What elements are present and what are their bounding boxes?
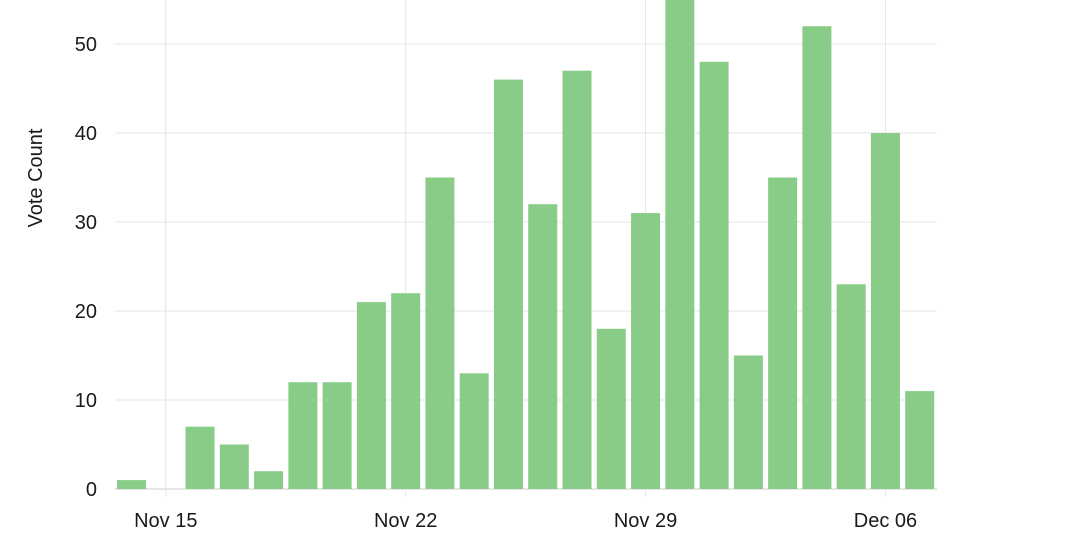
bar (836, 284, 866, 489)
y-tick-label: 10 (75, 390, 97, 412)
bar (528, 204, 558, 489)
y-axis-title: Vote Count (25, 128, 47, 227)
bar (665, 0, 695, 489)
bar (219, 444, 249, 489)
y-tick-label: 40 (75, 123, 97, 145)
bar (391, 293, 421, 489)
bar (870, 133, 900, 489)
bar (459, 373, 489, 489)
bar (356, 302, 386, 489)
bar (288, 382, 318, 489)
x-axis-ticks: Nov 15 Nov 22 Nov 29 Dec 06 (134, 510, 917, 532)
y-tick-label: 30 (75, 212, 97, 234)
bar (254, 471, 284, 489)
bar (802, 26, 832, 489)
bar (425, 177, 455, 489)
bar (905, 391, 935, 489)
bar (596, 328, 626, 489)
x-tick-label: Dec 06 (854, 510, 917, 532)
bar (185, 426, 215, 489)
y-tick-label: 50 (75, 34, 97, 56)
bars (117, 0, 935, 490)
bar (733, 355, 763, 489)
bar (699, 61, 729, 490)
bar (493, 79, 523, 489)
y-tick-label: 0 (86, 479, 97, 501)
bar (562, 70, 592, 489)
bar (631, 213, 661, 489)
x-tick-label: Nov 29 (614, 510, 677, 532)
x-tick-label: Nov 22 (374, 510, 437, 532)
bar (768, 177, 798, 489)
bar (322, 382, 352, 489)
x-tick-label: Nov 15 (134, 510, 197, 532)
y-axis-ticks: 0 10 20 30 40 50 (75, 34, 97, 501)
bar (117, 480, 146, 489)
y-tick-label: 20 (75, 301, 97, 323)
